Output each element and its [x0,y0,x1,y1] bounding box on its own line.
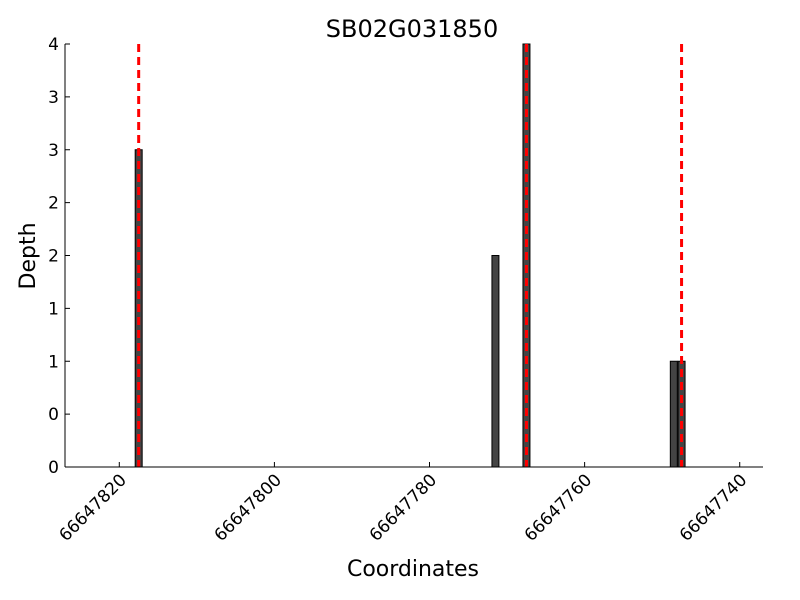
bar [669,360,678,468]
y-tick-label: 3 [48,88,59,108]
y-tick-label: 1 [48,352,59,372]
x-tick-label: 66647780 [366,470,441,545]
bar [491,255,500,468]
y-tick-label: 1 [48,299,59,319]
x-tick-label: 66647820 [55,470,130,545]
chart-title: SB02G031850 [326,15,498,43]
y-tick-label: 3 [48,141,59,161]
x-axis-label: Coordinates [347,557,479,582]
y-tick-label: 0 [48,458,59,478]
y-tick-label: 2 [48,194,59,214]
y-tick-label: 2 [48,247,59,267]
x-tick-label: 66647760 [521,470,596,545]
y-tick-label: 0 [48,405,59,425]
y-axis-label: Depth [16,222,41,289]
x-tick-label: 66647740 [676,470,751,545]
y-tick-label: 4 [48,35,59,55]
x-tick-label: 66647800 [211,470,286,545]
